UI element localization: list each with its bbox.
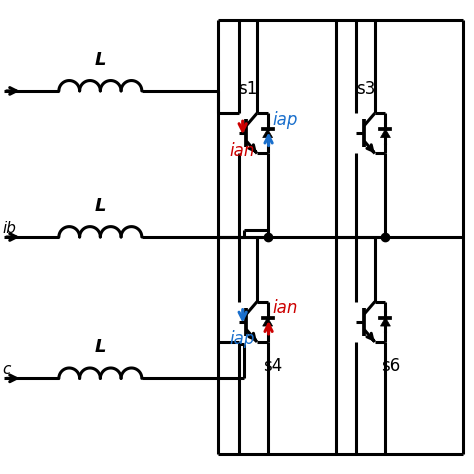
Polygon shape [263, 318, 273, 326]
Polygon shape [381, 129, 391, 137]
Text: s1: s1 [238, 80, 257, 98]
Text: L: L [95, 51, 106, 69]
Text: s4: s4 [263, 357, 282, 375]
Text: iap: iap [229, 330, 255, 348]
Text: iap: iap [273, 110, 298, 128]
Text: ib: ib [2, 221, 16, 236]
Text: ian: ian [273, 299, 298, 317]
Text: L: L [95, 197, 106, 215]
Polygon shape [381, 318, 391, 326]
Text: s6: s6 [381, 357, 400, 375]
Text: ian: ian [229, 142, 255, 160]
Text: s3: s3 [356, 80, 375, 98]
Polygon shape [263, 129, 273, 137]
Text: L: L [95, 338, 106, 356]
Text: c: c [2, 363, 11, 377]
